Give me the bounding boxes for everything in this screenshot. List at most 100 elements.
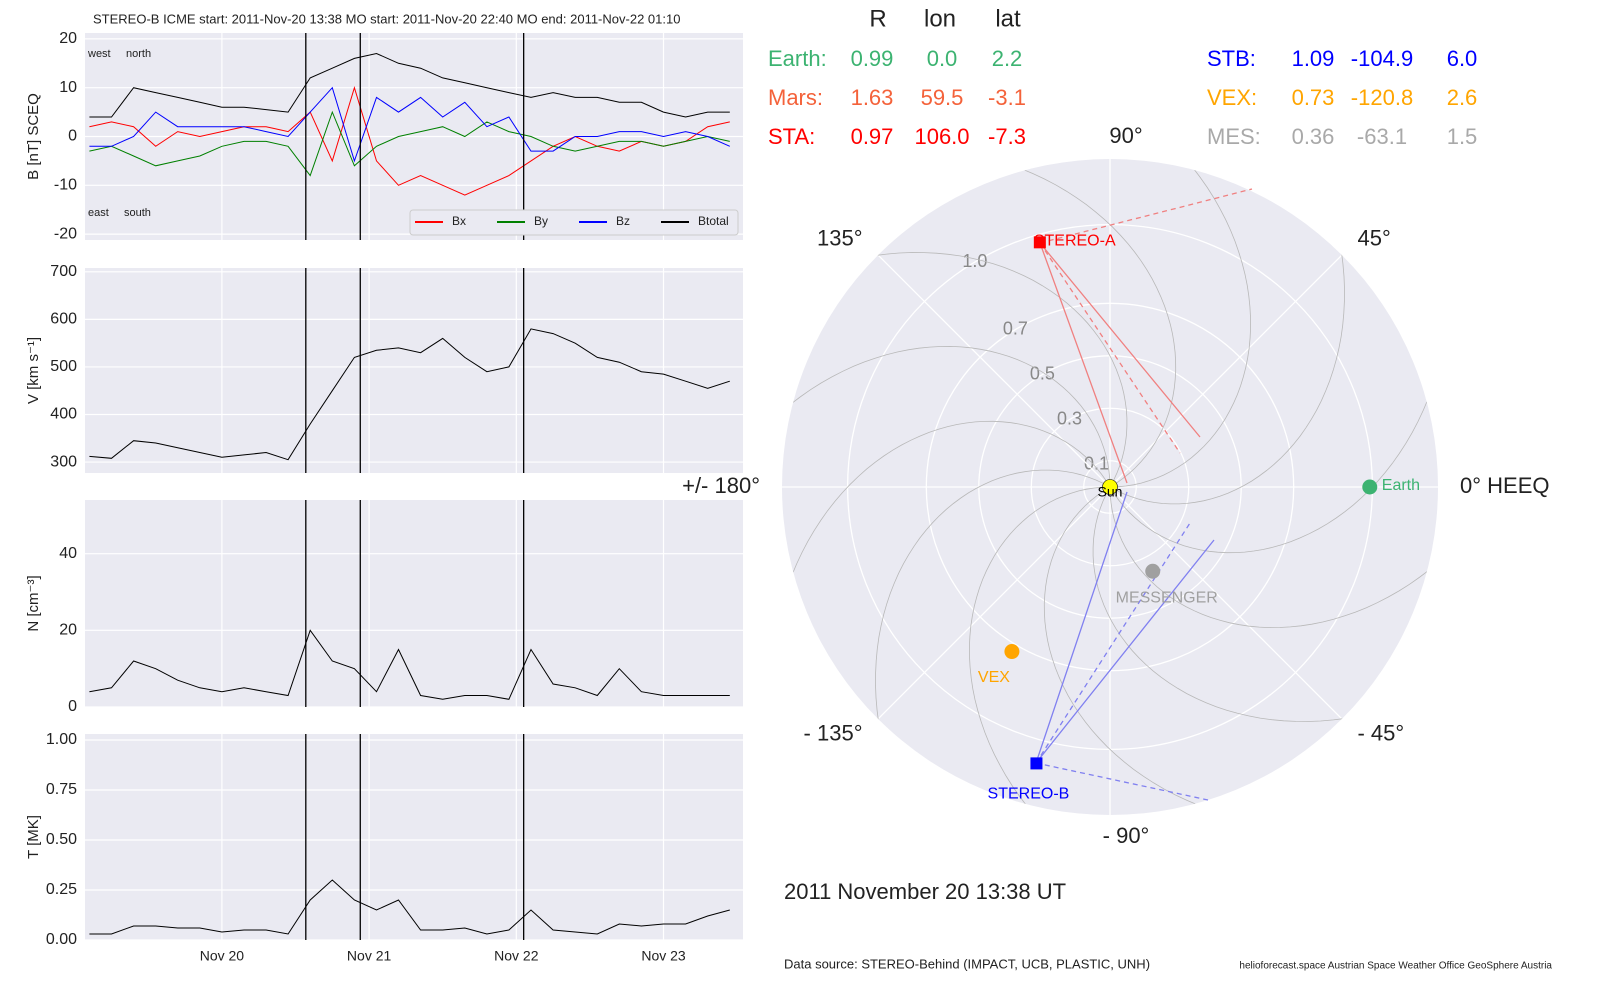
y-tick-label: 0 — [68, 698, 77, 715]
position-value: 59.5 — [921, 85, 964, 110]
y-tick-label: 300 — [50, 453, 77, 470]
column-header: lon — [924, 5, 956, 32]
position-value: 0.99 — [851, 46, 894, 71]
direction-label: east — [88, 207, 109, 219]
y-tick-label: 0.75 — [46, 781, 77, 798]
data-source: Data source: STEREO-Behind (IMPACT, UCB,… — [784, 956, 1150, 971]
position-value: 1.09 — [1292, 46, 1335, 71]
panel-title: STEREO-B ICME start: 2011-Nov-20 13:38 M… — [93, 11, 680, 26]
data-line — [89, 86, 731, 163]
position-value: 0.73 — [1292, 85, 1335, 110]
position-value: 6.0 — [1447, 46, 1478, 71]
field-line — [1035, 522, 1191, 764]
legend-box — [409, 209, 739, 236]
position-value: -120.8 — [1351, 85, 1413, 110]
y-tick-label: -10 — [54, 177, 77, 194]
y-axis-label: T [MK] — [25, 815, 42, 859]
y-tick-label: 0.25 — [46, 881, 77, 898]
position-value: 2.6 — [1447, 85, 1478, 110]
date-label: 2011 November 20 13:38 UT — [784, 879, 1066, 904]
position-value: 1.5 — [1447, 124, 1478, 149]
direction-label: west — [87, 48, 111, 60]
field-line — [1035, 491, 1128, 764]
x-tick-label: Nov 20 — [200, 948, 245, 964]
direction-label: south — [124, 207, 151, 219]
plot-background — [85, 500, 743, 707]
y-axis-label: B [nT] SCEQ — [25, 93, 42, 180]
parker-spiral — [1092, 486, 1438, 722]
theta-tick-label: 0° HEEQ — [1460, 473, 1550, 498]
parker-spiral — [968, 486, 1257, 815]
field-line — [1035, 762, 1209, 801]
y-tick-label: 1.00 — [46, 731, 77, 748]
r-tick-label: 0.3 — [1057, 408, 1082, 428]
position-value: -3.1 — [988, 85, 1026, 110]
row-name: STB: — [1207, 46, 1256, 71]
planet-marker — [1362, 479, 1378, 495]
planet-marker — [1004, 644, 1020, 660]
legend-label: Bz — [616, 214, 630, 228]
position-value: -104.9 — [1351, 46, 1413, 71]
parker-spiral — [1109, 340, 1438, 629]
position-value: 0.36 — [1292, 124, 1335, 149]
spirals — [782, 159, 1438, 815]
r-tick-label: 1.0 — [962, 251, 987, 271]
parker-spiral — [782, 345, 1111, 634]
row-name: Mars: — [768, 85, 823, 110]
planet-marker — [1030, 757, 1043, 770]
position-value: 0.97 — [851, 124, 894, 149]
planet-marker — [1145, 563, 1161, 579]
angular-grid — [1109, 486, 1343, 720]
angular-grid — [877, 254, 1111, 488]
x-tick-label: Nov 22 — [494, 948, 539, 964]
y-axis-label: N [cm⁻³] — [25, 575, 42, 631]
field-line — [1039, 242, 1201, 438]
y-tick-label: 700 — [50, 263, 77, 280]
position-value: 1.63 — [851, 85, 894, 110]
field-line — [1039, 242, 1181, 454]
data-line — [89, 52, 730, 118]
parker-spiral — [782, 420, 1111, 815]
legend-label: Bx — [452, 214, 466, 228]
r-tick-label: 0.5 — [1030, 363, 1055, 383]
planet-marker — [1102, 479, 1118, 495]
theta-tick-label: +/- 180° — [682, 473, 760, 498]
y-tick-label: 20 — [59, 30, 77, 47]
parker-spiral — [875, 469, 1111, 815]
data-line — [89, 629, 730, 700]
position-value: -63.1 — [1357, 124, 1407, 149]
y-tick-label: 600 — [50, 311, 77, 328]
credits: helioforecast.space Austrian Space Weath… — [1239, 961, 1552, 972]
theta-tick-label: - 90° — [1103, 823, 1150, 848]
field-line — [1035, 539, 1215, 764]
parker-spiral — [782, 252, 1128, 488]
plot-background — [85, 734, 743, 940]
direction-label: north — [126, 48, 151, 60]
legend-label: By — [534, 214, 548, 228]
position-value: 106.0 — [914, 124, 969, 149]
y-tick-label: 0 — [68, 128, 77, 145]
data-line — [89, 110, 730, 177]
y-tick-label: -20 — [54, 225, 77, 242]
theta-tick-label: 90° — [1109, 123, 1142, 148]
legend-label: Btotal — [698, 214, 729, 228]
r-tick-label: 0.1 — [1084, 453, 1109, 473]
row-name: VEX: — [1207, 85, 1257, 110]
row-name: Earth: — [768, 46, 827, 71]
planet-label: MESSENGER — [1116, 589, 1218, 606]
parker-spiral — [1109, 159, 1345, 505]
column-header: lat — [995, 5, 1021, 32]
column-header: R — [869, 5, 886, 32]
angular-grid — [1109, 254, 1343, 488]
data-line — [89, 85, 730, 196]
y-tick-label: 500 — [50, 358, 77, 375]
planet-label: Sun — [1098, 484, 1123, 500]
field-line — [1039, 242, 1128, 484]
y-axis-label: V [km s⁻¹] — [25, 337, 42, 404]
planet-label: VEX — [978, 669, 1010, 686]
y-tick-label: 20 — [59, 622, 77, 639]
planet-marker — [1033, 236, 1046, 249]
row-name: STA: — [768, 124, 815, 149]
theta-tick-label: 135° — [817, 225, 863, 250]
theta-tick-label: - 135° — [804, 720, 863, 745]
